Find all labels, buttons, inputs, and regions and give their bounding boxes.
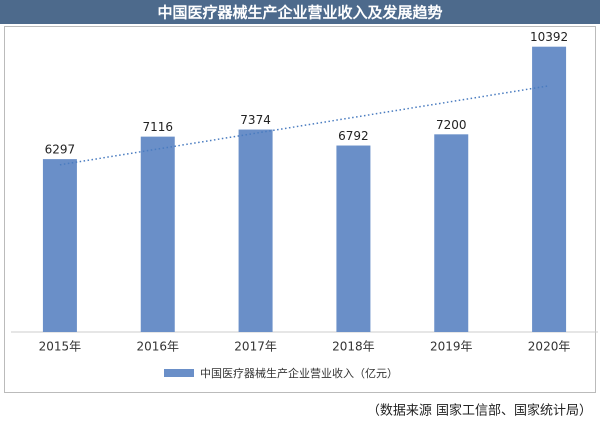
title-band <box>0 0 600 24</box>
source-note: （数据来源 国家工信部、国家统计局） <box>367 403 592 419</box>
chart-frame <box>4 26 596 393</box>
x-tick-label: 2018年 <box>332 340 375 354</box>
x-tick-label: 2016年 <box>136 340 179 354</box>
x-tick-label: 2020年 <box>528 340 571 354</box>
chart-title: 中国医疗器械生产企业营业收入及发展趋势 <box>157 4 442 22</box>
bar <box>42 159 77 332</box>
legend-label: 中国医疗器械生产企业营业收入（亿元） <box>200 366 398 380</box>
x-tick-label: 2019年 <box>430 340 473 354</box>
legend-swatch <box>164 369 194 377</box>
bar <box>532 46 567 333</box>
data-label: 7374 <box>240 113 271 127</box>
data-label: 7200 <box>436 118 467 132</box>
data-label: 6792 <box>338 129 369 143</box>
bar <box>336 145 371 332</box>
bar <box>140 136 175 332</box>
bar <box>238 129 273 332</box>
data-label: 6297 <box>45 143 76 157</box>
bar <box>434 134 469 332</box>
x-tick-label: 2017年 <box>234 340 277 354</box>
x-tick-label: 2015年 <box>39 340 82 354</box>
data-label: 7116 <box>142 120 173 134</box>
trendline <box>59 85 550 166</box>
data-label: 10392 <box>530 30 568 44</box>
